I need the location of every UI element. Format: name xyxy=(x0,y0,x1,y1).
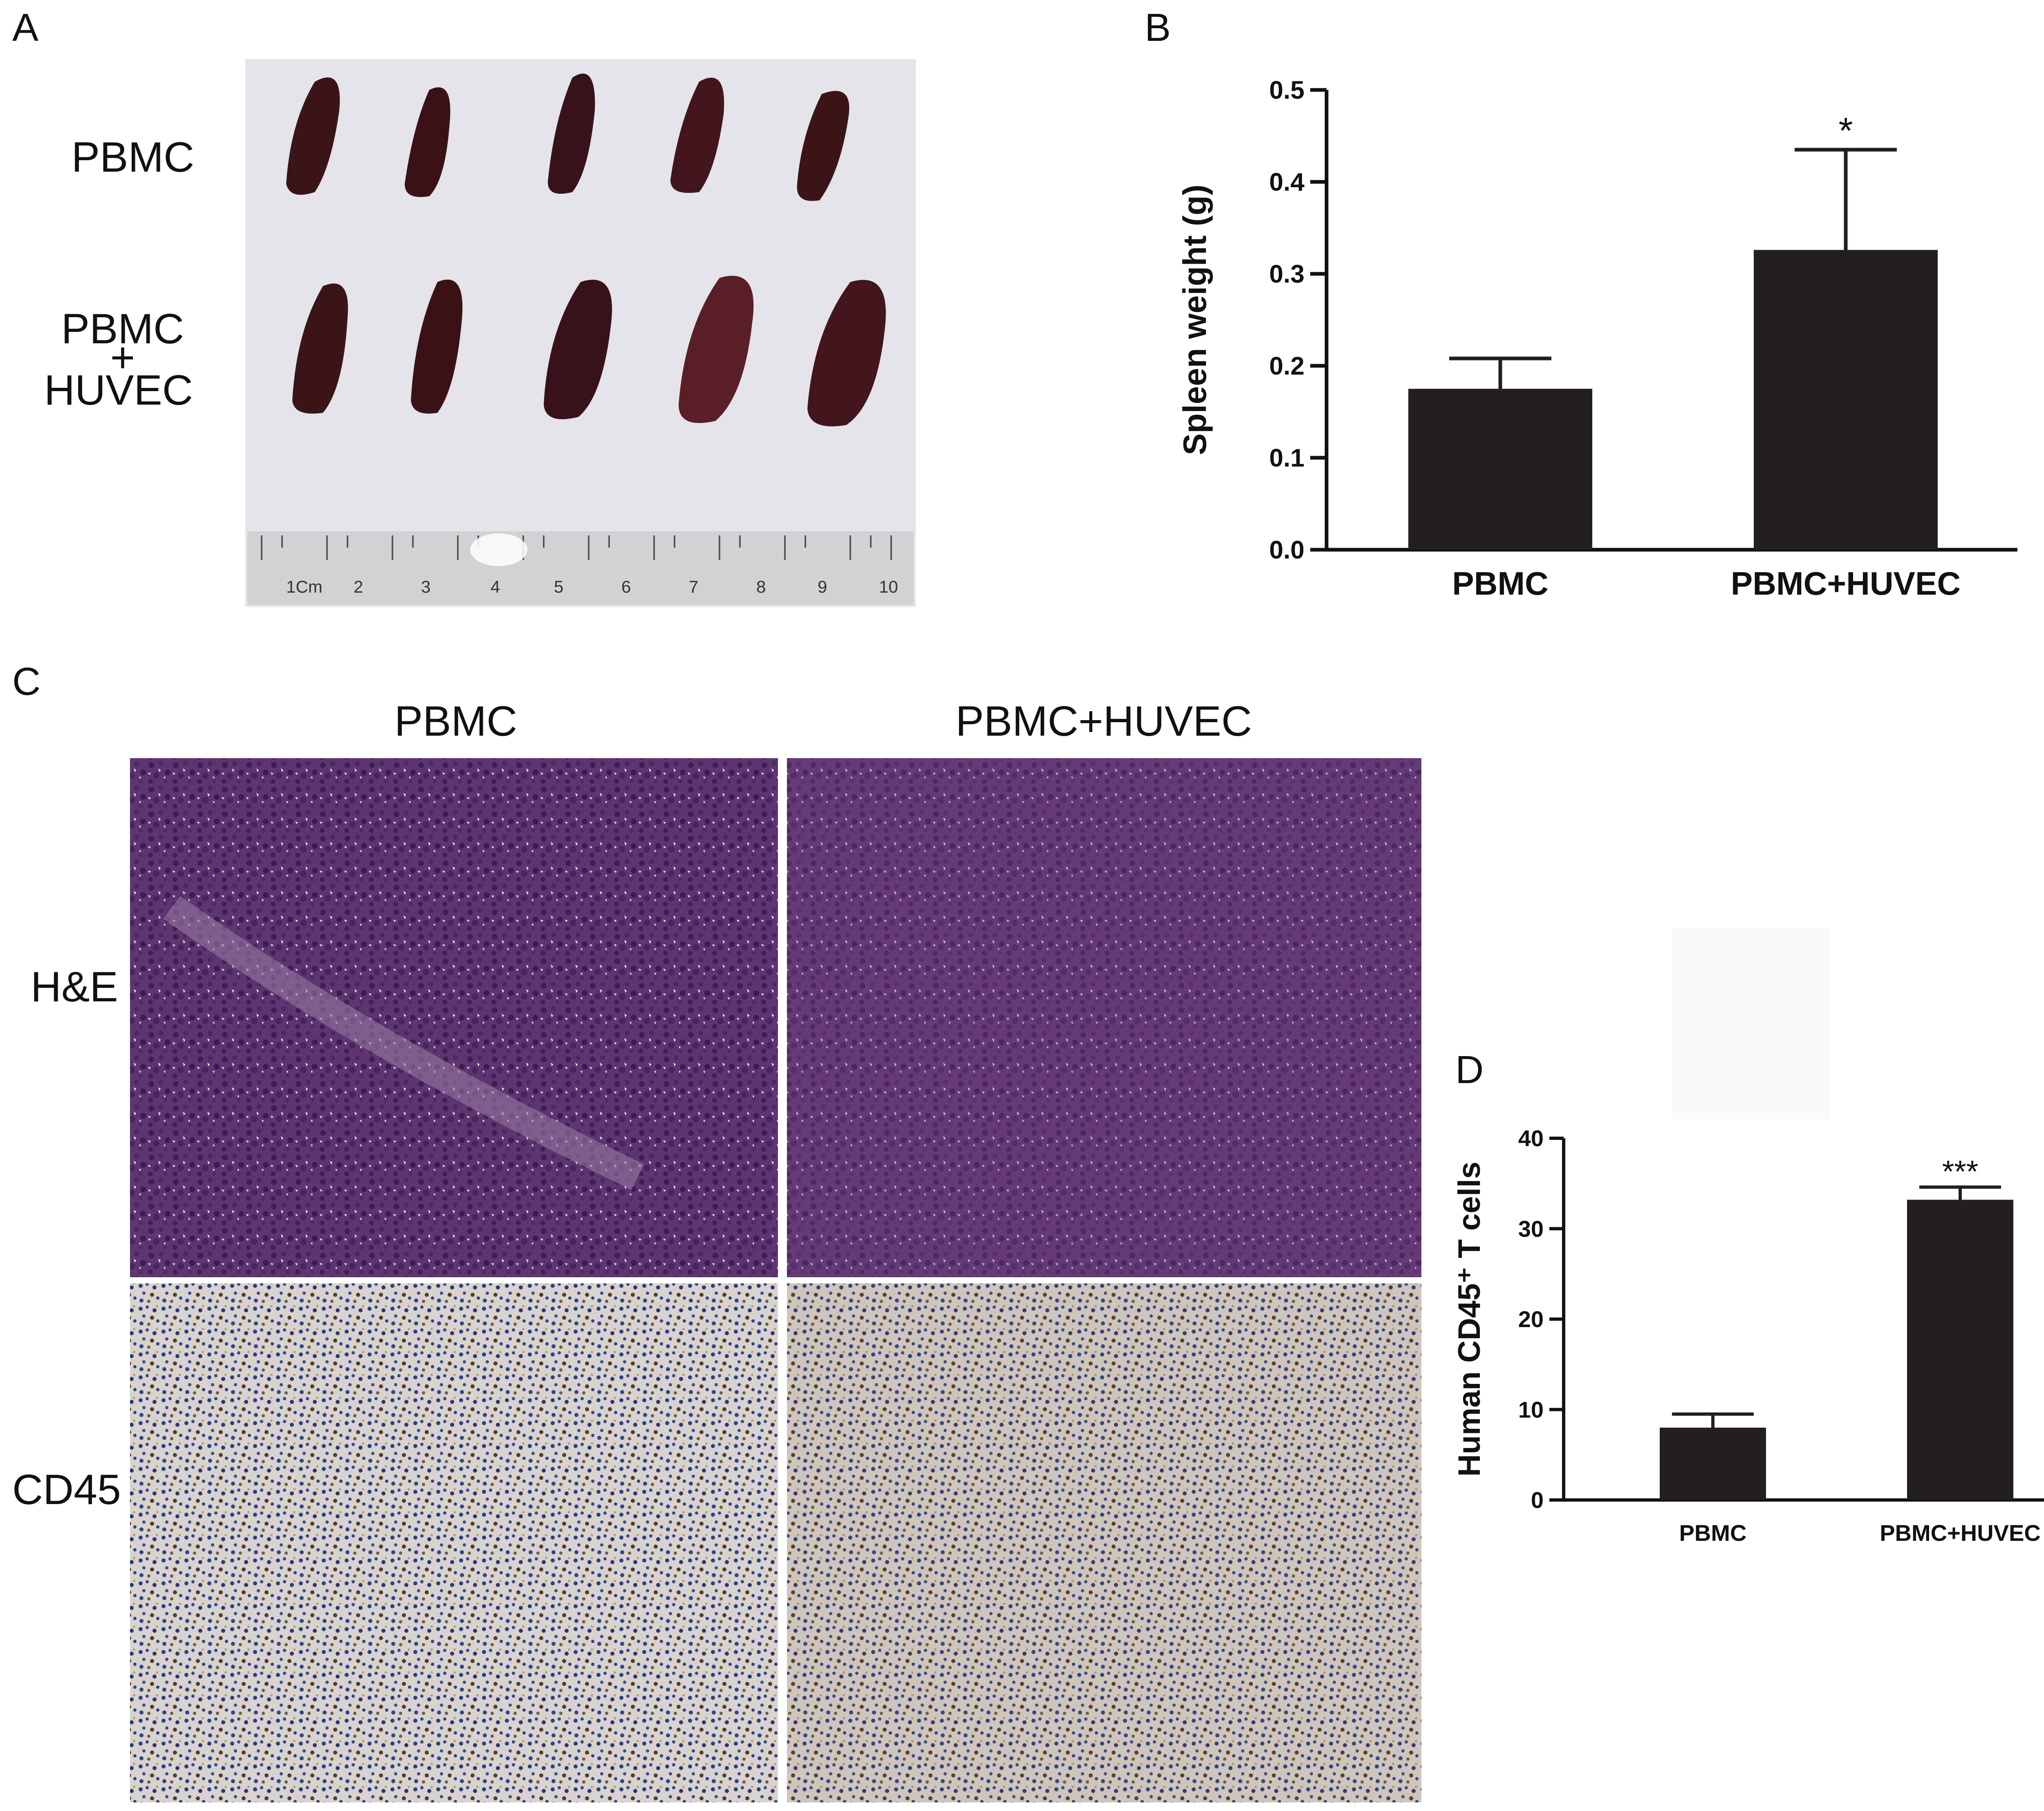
spleen xyxy=(411,280,463,414)
spleen xyxy=(679,275,754,423)
ruler-label: 10 xyxy=(879,577,898,596)
chart-b: 0.0 0.1 0.2 0.3 0.4 0.5 Spleen weight (g) PBMC *… xyxy=(1177,76,2017,602)
ruler-label: 6 xyxy=(621,577,631,596)
ruler-label: 3 xyxy=(421,577,430,596)
panel-c-row-label: H&E xyxy=(31,963,118,1011)
micrograph-cd45-tint xyxy=(787,1283,1421,1802)
spleen xyxy=(544,280,612,419)
ruler-label: 4 xyxy=(491,577,500,596)
panel-a-row-label-pbmc-huvec-1: PBMC xyxy=(61,305,184,353)
panel-c-letter: C xyxy=(12,660,40,703)
ruler-label: 1Cm xyxy=(286,577,323,596)
spleen-row-pbmc xyxy=(286,74,849,201)
panel-a-row-label-huvec: HUVEC xyxy=(44,367,193,414)
spleen xyxy=(670,78,724,193)
ruler-label: 5 xyxy=(554,577,563,596)
bar xyxy=(1408,389,1592,550)
micrograph-vessel xyxy=(163,895,644,1190)
panel-a-row-label-pbmc: PBMC xyxy=(72,134,194,181)
bar xyxy=(1754,250,1938,550)
panel-d-letter: D xyxy=(1455,1048,1484,1092)
micrograph-grid xyxy=(130,758,1421,1802)
spleen xyxy=(807,280,886,427)
micrograph-cd45-pbmc-huvec xyxy=(787,1283,1421,1802)
significance-label: * xyxy=(1838,110,1853,151)
panel-c-column-label: PBMC xyxy=(394,698,517,745)
panel-a-photo: 1Cm 2 3 4 5 6 7 8 9 10 xyxy=(245,59,916,607)
panel-a-row-label-plus: + xyxy=(110,334,135,381)
category-label: PBMC xyxy=(1679,1520,1747,1546)
spleen xyxy=(286,77,340,195)
spleen-row-pbmc-huvec xyxy=(292,275,886,427)
y-tick-label: 0.0 xyxy=(1269,536,1304,564)
panel-a-letter: A xyxy=(12,6,38,49)
ruler-glare xyxy=(470,533,527,566)
chart-d: 0 10 20 30 40 Human CD45⁺ T cells PBMC *** PBMC+… xyxy=(1452,1126,2044,1546)
category-label: PBMC+HUVEC xyxy=(1731,565,1961,602)
y-tick-label: 0.5 xyxy=(1269,76,1304,105)
bar xyxy=(1907,1200,2013,1500)
y-tick-label: 40 xyxy=(1518,1126,1544,1151)
category-label: PBMC+HUVEC xyxy=(1880,1520,2041,1546)
bar xyxy=(1660,1428,1766,1500)
y-tick-label: 0.2 xyxy=(1269,352,1304,381)
ruler-label: 2 xyxy=(354,577,363,596)
ruler: 1Cm 2 3 4 5 6 7 8 9 10 xyxy=(247,531,914,605)
category-label: PBMC xyxy=(1452,565,1549,602)
micrograph-he-pbmc-huvec xyxy=(787,758,1421,1277)
y-tick-label: 0.3 xyxy=(1269,260,1304,289)
ruler-body xyxy=(247,531,914,605)
y-tick-label: 0 xyxy=(1531,1487,1544,1513)
ruler-label: 9 xyxy=(818,577,827,596)
spleen xyxy=(797,91,849,201)
y-axis-title: Human CD45⁺ T cells xyxy=(1452,1162,1487,1477)
y-tick-label: 10 xyxy=(1518,1397,1544,1422)
spleen xyxy=(405,87,450,197)
y-tick-label: 0.4 xyxy=(1269,168,1305,197)
spleen xyxy=(548,74,595,194)
spleen xyxy=(292,283,348,414)
panel-c-column-label: PBMC+HUVEC xyxy=(955,698,1252,745)
y-tick-label: 0.1 xyxy=(1269,444,1304,472)
panel-b-letter: B xyxy=(1145,6,1171,49)
y-tick-label: 20 xyxy=(1518,1306,1544,1332)
micrograph-he-tint xyxy=(787,758,1421,1277)
ruler-label: 8 xyxy=(756,577,766,596)
micrograph-he-pbmc xyxy=(130,758,778,1277)
y-axis-title: Spleen weight (g) xyxy=(1177,184,1213,455)
ruler-label: 7 xyxy=(689,577,698,596)
panel-d-faint-box xyxy=(1672,928,1829,1120)
significance-label: *** xyxy=(1942,1154,1979,1189)
y-tick-label: 30 xyxy=(1518,1216,1544,1242)
micrograph-cd45-pbmc xyxy=(130,1283,778,1802)
panel-c-row-label: CD45 xyxy=(12,1466,121,1513)
